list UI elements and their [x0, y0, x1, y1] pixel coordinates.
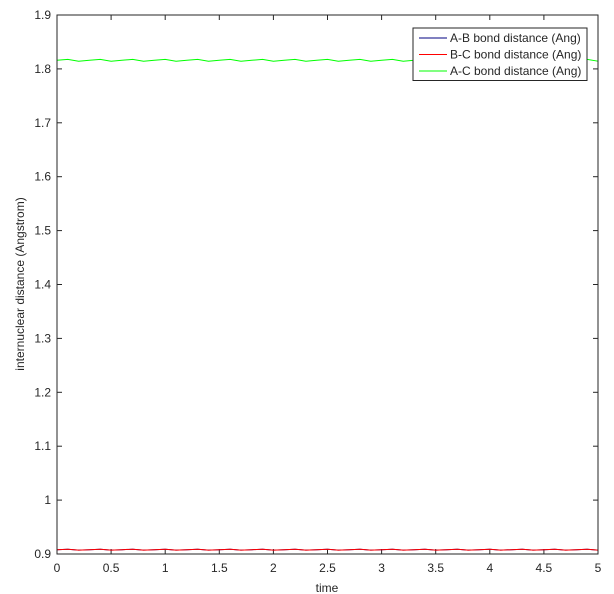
x-tick-label: 4.5	[536, 561, 553, 575]
x-axis-label: time	[316, 581, 339, 594]
y-tick-label: 1	[44, 493, 51, 507]
data-line	[56, 548, 599, 551]
legend-label: B-C bond distance (Ang)	[450, 48, 581, 62]
legend-label: A-B bond distance (Ang)	[450, 31, 581, 45]
y-tick-label: 1.3	[34, 331, 51, 345]
y-tick-label: 1.1	[34, 439, 51, 453]
x-tick-label: 4	[486, 561, 493, 575]
y-tick-label: 1.7	[34, 116, 51, 130]
y-axis-label: internuclear distance (Angstrom)	[13, 197, 27, 370]
y-tick-label: 1.4	[34, 278, 51, 292]
y-tick-label: 1.9	[34, 8, 51, 22]
y-tick-label: 1.2	[34, 385, 51, 399]
x-tick-label: 3.5	[427, 561, 444, 575]
y-tick-label: 1.5	[34, 224, 51, 238]
x-tick-label: 0.5	[103, 561, 120, 575]
plot-area	[57, 15, 598, 554]
x-tick-label: 2.5	[319, 561, 336, 575]
axes-box	[56, 14, 599, 555]
y-tick-label: 0.9	[34, 547, 51, 561]
x-tick-label: 3	[378, 561, 385, 575]
x-tick-label: 2	[270, 561, 277, 575]
y-tick-label: 1.6	[34, 170, 51, 184]
x-tick-label: 1	[162, 561, 169, 575]
legend-label: A-C bond distance (Ang)	[450, 64, 581, 78]
x-tick-label: 0	[54, 561, 61, 575]
y-tick-label: 1.8	[34, 62, 51, 76]
x-tick-label: 5	[595, 561, 602, 575]
x-tick-label: 1.5	[211, 561, 228, 575]
